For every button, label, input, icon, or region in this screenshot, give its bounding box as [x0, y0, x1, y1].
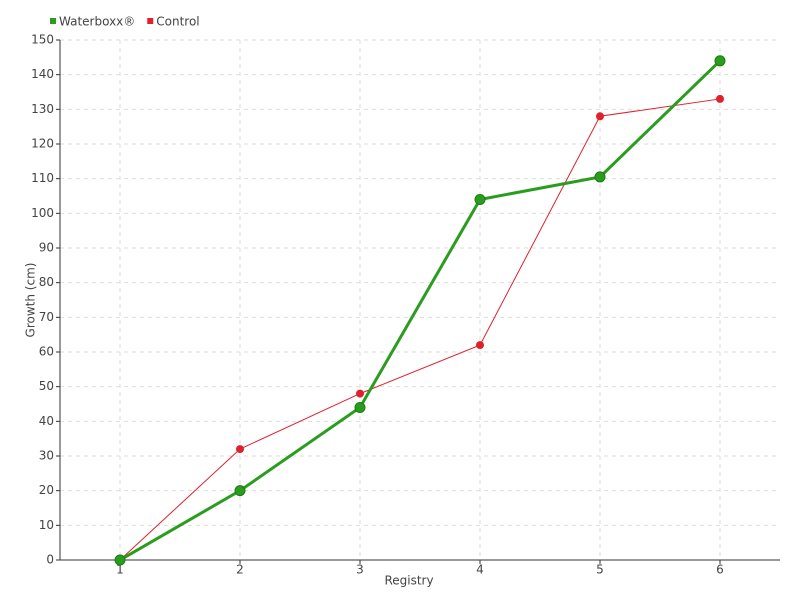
series-line [119, 59, 722, 562]
x-tick-label: 1 [116, 563, 124, 577]
data-point [594, 171, 606, 183]
y-tick-label: 70 [39, 310, 54, 324]
y-tick-label: 100 [31, 206, 54, 220]
legend-swatch [147, 18, 154, 24]
data-point [356, 389, 364, 398]
data-point [716, 94, 724, 103]
legend-swatch [50, 18, 56, 24]
y-tick-label: 30 [39, 449, 54, 463]
y-tick-label: 150 [31, 33, 54, 47]
y-tick-label: 110 [31, 171, 54, 185]
legend-label: Control [156, 15, 199, 29]
y-tick-label: 20 [39, 483, 54, 497]
data-point [114, 554, 126, 566]
y-tick-label: 80 [39, 275, 54, 289]
x-tick-label: 6 [716, 563, 724, 577]
y-tick-label: 40 [39, 414, 54, 428]
y-axis-label: Growth (cm) [24, 263, 38, 338]
x-tick-label: 5 [596, 563, 604, 577]
y-tick-label: 60 [39, 345, 54, 359]
x-axis-label: Registry [384, 574, 433, 588]
data-point [476, 341, 484, 350]
y-tick-label: 130 [31, 102, 54, 116]
y-tick-label: 120 [31, 137, 54, 151]
series-line [119, 98, 721, 561]
x-tick-label: 2 [236, 563, 244, 577]
data-point [354, 401, 366, 413]
y-tick-label: 0 [46, 553, 54, 567]
y-tick-label: 140 [31, 67, 54, 81]
y-tick-label: 90 [39, 241, 54, 255]
y-tick-label: 10 [39, 518, 54, 532]
data-point [596, 112, 604, 121]
x-tick-label: 4 [476, 563, 484, 577]
data-point [714, 55, 726, 67]
legend-label: Waterboxx® [59, 15, 135, 29]
data-point [236, 445, 244, 454]
data-point [234, 485, 246, 497]
data-point [474, 193, 486, 205]
x-tick-label: 3 [356, 563, 364, 577]
y-tick-label: 50 [39, 379, 54, 393]
